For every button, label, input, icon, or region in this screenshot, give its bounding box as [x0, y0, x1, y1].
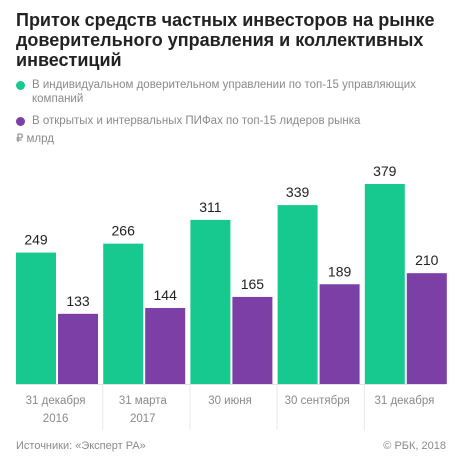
bar-trust-3	[277, 205, 318, 384]
bar-funds-0	[58, 313, 98, 384]
bar-funds-3	[319, 284, 360, 384]
data-label-funds-0: 133	[66, 293, 90, 309]
x-tick-label-1-0: 31 марта	[119, 395, 168, 407]
legend: В индивидуальном доверительном управлени…	[16, 78, 446, 128]
data-label-funds-4: 210	[415, 252, 439, 268]
legend-item-mutual-funds: В открытых и интервальных ПИФах по топ-1…	[16, 114, 446, 128]
x-tick-label-3-0: 30 сентября	[285, 395, 350, 407]
bar-trust-0	[16, 252, 56, 384]
bar-trust-2	[190, 219, 231, 384]
data-label-trust-3: 339	[286, 184, 310, 200]
bar-funds-2	[232, 296, 273, 384]
bar-trust-4	[364, 184, 405, 384]
legend-swatch-green	[16, 81, 25, 90]
bar-funds-1	[145, 308, 186, 384]
data-label-trust-0: 249	[24, 232, 48, 248]
copyright-note: © РБК, 2018	[383, 440, 446, 452]
data-label-trust-2: 311	[199, 199, 222, 215]
data-label-trust-1: 266	[112, 223, 136, 239]
x-tick-label-0-1: 2016	[43, 413, 69, 425]
data-label-funds-1: 144	[154, 287, 178, 303]
y-unit-label: ₽ млрд	[16, 133, 54, 145]
legend-label-mutual-funds: В открытых и интервальных ПИФах по топ-1…	[32, 115, 361, 127]
bar-trust-1	[103, 243, 144, 384]
chart-title: Приток средств частных инвесторов на рын…	[16, 10, 435, 70]
x-tick-label-1-1: 2017	[130, 413, 156, 425]
x-tick-label-0-0: 31 декабря	[26, 395, 86, 407]
source-note: Источники: «Эксперт РА»	[16, 440, 146, 452]
legend-label-trust-management: В индивидуальном доверительном управлени…	[32, 79, 416, 105]
data-label-trust-4: 379	[373, 163, 397, 179]
x-tick-label-2-0: 30 июня	[208, 395, 252, 407]
legend-item-trust-management: В индивидуальном доверительном управлени…	[16, 78, 446, 106]
bar-funds-4	[406, 273, 447, 384]
x-tick-label-4-0: 31 декабря	[374, 395, 434, 407]
data-label-funds-2: 165	[241, 276, 265, 292]
data-label-funds-3: 189	[328, 263, 352, 279]
legend-swatch-purple	[16, 117, 25, 126]
